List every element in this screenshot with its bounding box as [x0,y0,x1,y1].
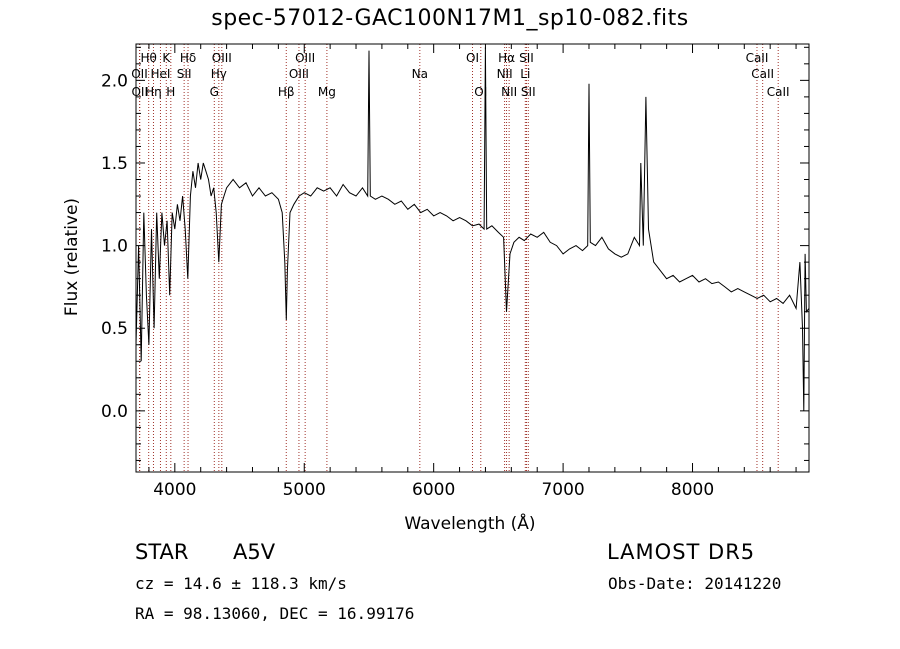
line-marker-label: G [210,85,219,99]
line-marker-label: Hθ [140,51,156,65]
line-marker-label: NII [497,67,513,81]
y-tick-label: 1.0 [101,237,128,257]
line-marker-label: Mg [318,85,336,99]
x-tick-label: 5000 [283,480,326,500]
spectral-line-markers [138,44,779,472]
line-marker-label: OIII [295,51,315,65]
line-marker-label: Hη [145,85,162,99]
line-marker-label: CaII [746,51,769,65]
line-marker-label: CaII [767,85,790,99]
observation-date: Obs-Date: 20141220 [608,574,782,593]
line-marker-label: OIII [289,67,309,81]
line-marker-label: SII [177,67,192,81]
coordinates: RA = 98.13060, DEC = 16.99176 [135,604,415,623]
line-marker-label: OII [131,67,148,81]
x-axis-label: Wavelength (Å) [404,512,535,534]
chart-title: spec-57012-GAC100N17M1_sp10-082.fits [211,6,689,31]
x-tick-label: 8000 [671,480,714,500]
y-tick-label: 2.0 [101,71,128,91]
object-subclass: A5V [233,540,276,564]
y-tick-label: 0.0 [101,402,128,422]
line-marker-label: Hγ [211,67,227,81]
x-tick-label: 6000 [412,480,455,500]
y-axis-label: Flux (relative) [62,198,82,316]
spectrum-series [135,47,810,411]
x-tick-label: 7000 [541,480,584,500]
x-axis-ticks: 4000 5000 6000 7000 8000 [148,44,797,500]
plot-frame [135,43,810,473]
y-tick-label: 1.5 [101,154,128,174]
line-marker-label: Na [412,67,428,81]
survey-name: LAMOST DR5 [607,540,756,564]
line-marker-label: NII [501,85,517,99]
x-tick-label: 4000 [153,480,196,500]
line-marker-label: CaII [751,67,774,81]
y-axis-ticks: 0.0 0.5 1.0 1.5 2.0 [101,46,809,461]
line-marker-label: H [166,85,175,99]
spectral-line-labels: Hθ K Hδ OIII OIII OI Hα SII CaII OII HeI SII Hγ OIII N… [131,51,789,99]
y-tick-label: 0.5 [101,319,128,339]
line-marker-label: Hα [498,51,515,65]
object-class: STAR [135,540,189,564]
redshift-cz: cz = 14.6 ± 118.3 km/s [135,574,347,593]
line-marker-label: Hβ [278,85,295,99]
line-marker-label: Li [520,67,530,81]
line-marker-label: Hδ [180,51,196,65]
line-marker-label: K [162,51,171,65]
line-marker-label: HeI [150,67,170,81]
line-marker-label: SII [519,51,534,65]
spectrum-line [135,47,810,411]
line-marker-label: OI [474,85,487,99]
line-marker-label: OI [466,51,479,65]
line-marker-label: SII [521,85,536,99]
line-marker-label: OIII [212,51,232,65]
